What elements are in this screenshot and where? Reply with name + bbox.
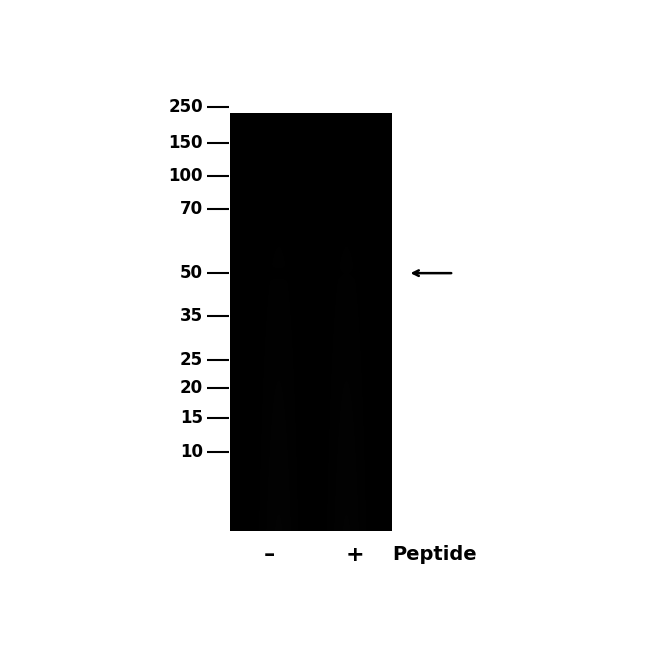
- Text: 15: 15: [180, 409, 203, 428]
- Text: 20: 20: [180, 379, 203, 397]
- Text: +: +: [345, 545, 364, 565]
- Text: 35: 35: [180, 307, 203, 326]
- Text: 100: 100: [168, 167, 203, 185]
- Text: –: –: [263, 545, 275, 565]
- Text: Peptide: Peptide: [393, 545, 477, 564]
- Text: 10: 10: [180, 443, 203, 461]
- Text: 25: 25: [180, 351, 203, 369]
- Text: 50: 50: [180, 264, 203, 282]
- Text: 150: 150: [168, 134, 203, 152]
- Text: 70: 70: [180, 201, 203, 218]
- Text: 250: 250: [168, 99, 203, 117]
